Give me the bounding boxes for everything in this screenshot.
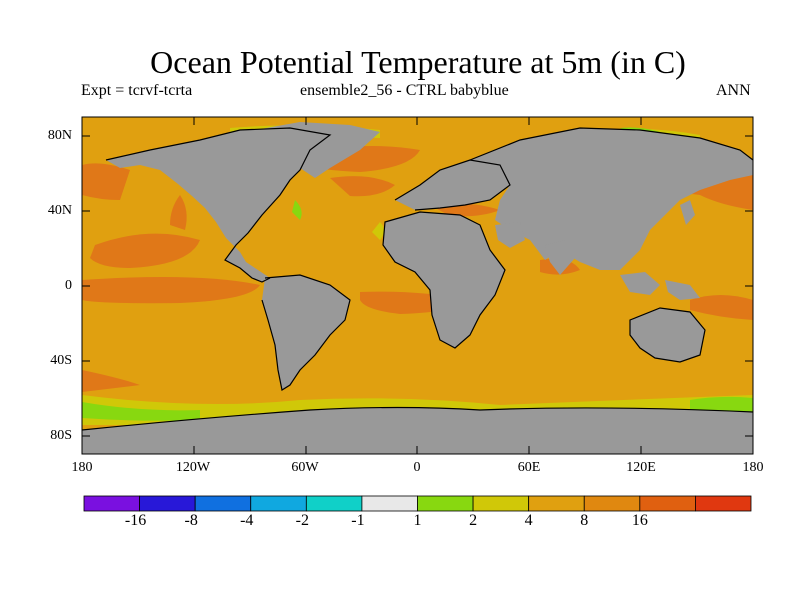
colorbar-label-5: 1 — [413, 512, 422, 529]
lon-label-60w: 60W — [291, 460, 319, 475]
colorbar-label-4: -1 — [351, 512, 365, 529]
land-masses — [82, 122, 753, 454]
lon-label-180w: 180 — [71, 460, 93, 475]
map-field — [82, 117, 753, 454]
colorbar — [83, 495, 752, 512]
lon-label-120w: 120W — [175, 460, 211, 475]
ensemble-label: ensemble2_56 - CTRL babyblue — [300, 82, 509, 99]
colorbar-label-1: -8 — [184, 512, 198, 529]
lat-label-40n: 40N — [47, 203, 72, 218]
lon-label-120e: 120E — [626, 460, 656, 475]
colorbar-label-7: 4 — [524, 512, 533, 529]
season-label: ANN — [716, 82, 751, 99]
lat-label-40s: 40S — [50, 353, 72, 368]
colorbar-swatch-2 — [194, 495, 252, 512]
experiment-label: Expt = tcrvf-tcrta — [81, 82, 193, 99]
coastlines — [82, 127, 753, 431]
colorbar-label-0: -16 — [124, 512, 147, 529]
colorbar-swatch-5 — [361, 495, 418, 512]
colorbar-label-9: 16 — [631, 512, 648, 529]
colorbar-swatch-4 — [305, 495, 363, 512]
colorbar-swatch-11 — [695, 495, 752, 512]
colorbar-swatch-8 — [528, 495, 585, 512]
colorbar-swatch-3 — [250, 495, 307, 512]
lat-label-0: 0 — [65, 278, 72, 293]
colorbar-swatch-10 — [639, 495, 696, 512]
colorbar-label-8: 8 — [580, 512, 589, 529]
colorbar-swatch-1 — [139, 495, 196, 512]
colorbar-swatch-0 — [83, 495, 140, 512]
lon-label-0: 0 — [413, 460, 421, 475]
lat-label-80s: 80S — [50, 428, 72, 443]
colorbar-swatch-7 — [472, 495, 530, 512]
colorbar-swatch-9 — [583, 495, 641, 512]
chart-title: Ocean Potential Temperature at 5m (in C) — [150, 44, 686, 80]
axis-ticks — [82, 117, 753, 454]
lat-label-80n: 80N — [47, 128, 72, 143]
colorbar-label-3: -2 — [295, 512, 309, 529]
lon-label-60e: 60E — [517, 460, 541, 475]
colorbar-swatch-6 — [417, 495, 474, 512]
lon-label-180e: 180 — [742, 460, 764, 475]
colorbar-label-6: 2 — [469, 512, 478, 529]
colorbar-label-2: -4 — [240, 512, 254, 529]
